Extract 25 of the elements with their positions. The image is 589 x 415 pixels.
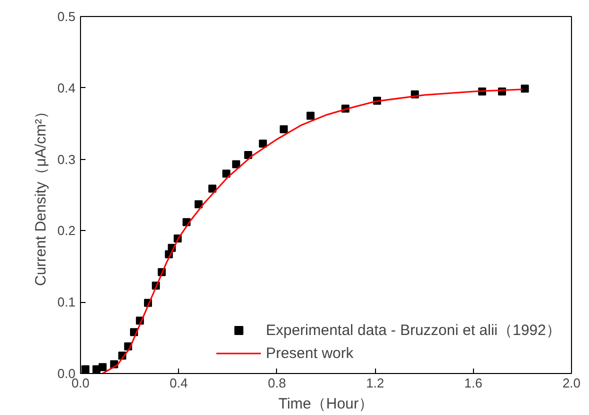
legend-label: Present work <box>266 344 354 362</box>
y-tick-label: 0.1 <box>57 294 76 310</box>
point <box>194 200 203 208</box>
point <box>81 365 90 374</box>
point <box>280 125 288 134</box>
point <box>258 140 267 148</box>
x-axis-title: Time（Hour） <box>278 396 374 412</box>
x-tick-label: 2.0 <box>562 376 581 390</box>
point <box>306 112 315 120</box>
x-tick-label: 0.4 <box>170 376 188 390</box>
x-tick-label: 1.6 <box>464 376 482 390</box>
y-axis-title: Current Density（μA/cm²） <box>32 104 50 286</box>
point <box>98 363 107 372</box>
point <box>208 184 216 193</box>
y-tick-label: 0.3 <box>57 152 76 167</box>
point <box>520 84 529 93</box>
point <box>244 151 252 160</box>
y-tick-label: 0.5 <box>57 9 76 24</box>
y-tick-label: 0.2 <box>57 223 76 238</box>
point <box>232 160 240 168</box>
x-tick-label: 1.2 <box>366 376 384 390</box>
x-tick-label: 0.8 <box>268 376 286 390</box>
y-tick-label: 0.4 <box>57 80 76 96</box>
point <box>222 170 230 178</box>
legend-label: Experimental data - Bruzzoni et alii（1992） <box>266 320 561 340</box>
